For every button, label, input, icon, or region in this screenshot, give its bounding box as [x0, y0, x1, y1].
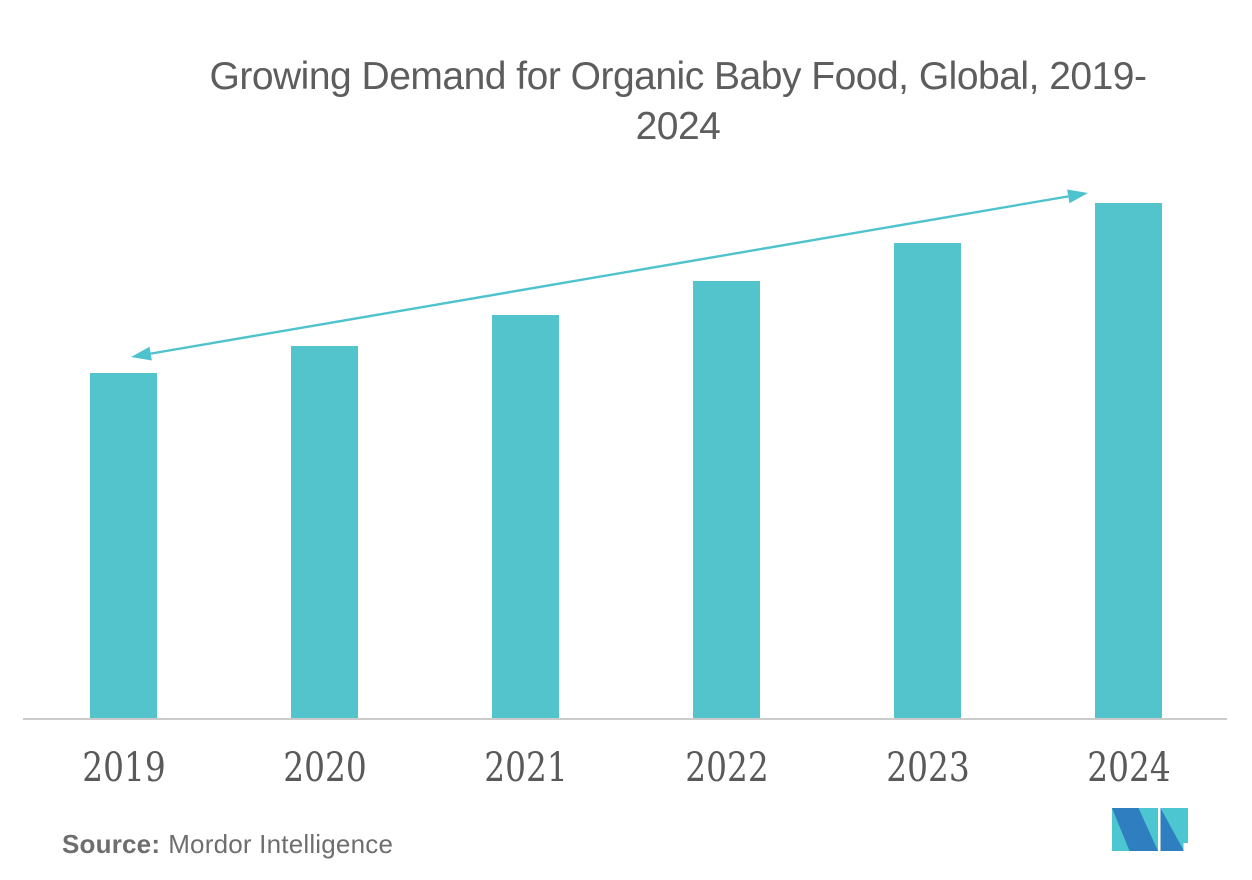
logo-left-stripe [1112, 808, 1158, 851]
chart-title-line-2: 2024 [635, 105, 721, 148]
chart-title: Growing Demand for Organic Baby Food, Gl… [104, 52, 1252, 152]
logo-corner-notch [1183, 843, 1188, 851]
x-axis-line [23, 718, 1227, 720]
bar-2020 [291, 346, 358, 718]
source-value: Mordor Intelligence [168, 829, 394, 859]
x-axis-label-2021: 2021 [483, 745, 568, 791]
bar-2023 [894, 242, 961, 718]
bar-2019 [90, 373, 157, 718]
trend-arrow-head-right [1067, 189, 1088, 204]
mordor-intelligence-logo [1112, 808, 1188, 851]
bar-2022 [693, 280, 760, 718]
x-axis-label-2024: 2024 [1086, 745, 1171, 791]
x-axis-label-2019: 2019 [81, 745, 166, 791]
trend-arrow-head-left [131, 346, 152, 361]
logo-right-stripe [1160, 808, 1184, 851]
x-axis-label-2023: 2023 [885, 745, 970, 791]
x-axis-label-2022: 2022 [684, 745, 769, 791]
chart-title-line-1: Growing Demand for Organic Baby Food, Gl… [209, 55, 1148, 98]
bar-2021 [492, 315, 559, 718]
source-label: Source: [62, 829, 161, 859]
bar-2024 [1095, 202, 1162, 718]
x-axis-label-2020: 2020 [282, 745, 367, 791]
source-text: Source: Mordor Intelligence [62, 829, 393, 859]
